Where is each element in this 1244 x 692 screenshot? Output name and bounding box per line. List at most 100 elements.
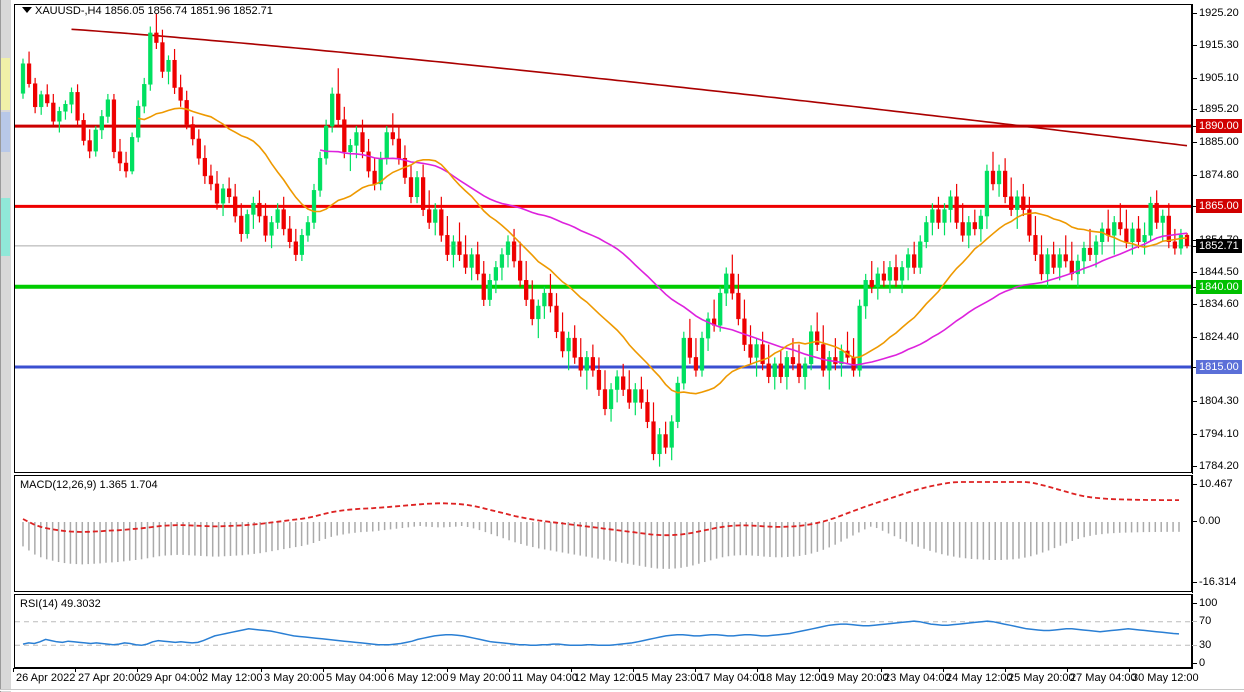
candle-body bbox=[117, 151, 123, 164]
candle-body bbox=[493, 267, 499, 281]
time-axis-separator bbox=[261, 668, 262, 672]
candle-body bbox=[348, 145, 353, 153]
candle-body bbox=[1009, 196, 1014, 210]
candle-body bbox=[63, 103, 68, 112]
rsi-scale-tick bbox=[1192, 603, 1197, 604]
candle-body bbox=[1178, 235, 1184, 249]
time-axis-separator bbox=[447, 668, 448, 672]
candle-body bbox=[1081, 247, 1087, 262]
candle-body bbox=[142, 84, 147, 107]
scale-tick bbox=[1192, 246, 1197, 247]
candle-body bbox=[718, 292, 723, 326]
candle-body bbox=[827, 357, 832, 371]
time-axis-rule bbox=[14, 668, 1192, 669]
candle-body bbox=[590, 357, 596, 371]
time-axis-label-18: 30 May 12:00 bbox=[1132, 672, 1199, 684]
candle-body bbox=[354, 132, 359, 146]
candle-body bbox=[608, 389, 614, 410]
candle-body bbox=[408, 177, 414, 198]
scale-tick bbox=[1192, 206, 1197, 207]
scale-tick bbox=[1192, 175, 1197, 176]
candle-body bbox=[1075, 260, 1081, 275]
time-axis-label-14: 23 May 04:00 bbox=[884, 672, 951, 684]
macd-panel[interactable] bbox=[14, 475, 1192, 592]
candle-body bbox=[996, 170, 1002, 185]
nav-strip-segment-0[interactable] bbox=[1, 58, 10, 110]
time-axis-label-7: 9 May 20:00 bbox=[450, 672, 511, 684]
candle-body bbox=[1148, 202, 1153, 236]
time-axis-label-16: 25 May 20:00 bbox=[1008, 672, 1075, 684]
candle-body bbox=[336, 93, 341, 120]
chart-navigator-strip[interactable] bbox=[0, 0, 12, 692]
candle-body bbox=[208, 175, 214, 185]
candle-body bbox=[621, 376, 626, 390]
macd-canvas bbox=[15, 476, 1191, 591]
rsi-scale-tick bbox=[1192, 645, 1197, 646]
time-axis-separator bbox=[1005, 668, 1006, 672]
candle-body bbox=[172, 59, 177, 88]
scale-tick bbox=[1192, 367, 1197, 368]
price-label-1804.30: 1804.30 bbox=[1199, 395, 1239, 407]
time-axis-label-0: 26 Apr 2022 bbox=[16, 672, 76, 684]
candle-body bbox=[1172, 241, 1178, 249]
candle-body bbox=[639, 389, 644, 403]
candle-body bbox=[905, 254, 911, 268]
price-scale[interactable]: 1925.20 1915.30 1905.10 1895.20 1890.00 1885.… bbox=[1192, 0, 1244, 692]
candle-body bbox=[954, 196, 959, 223]
price-badge-1852.71: 1852.71 bbox=[1196, 239, 1242, 253]
candle-body bbox=[948, 196, 953, 210]
candle-body bbox=[875, 273, 880, 287]
candle-body bbox=[651, 421, 656, 455]
nav-strip-segment-1[interactable] bbox=[1, 112, 10, 152]
candle-body bbox=[936, 209, 941, 223]
candle-body bbox=[487, 280, 492, 300]
window-bottom-edge bbox=[0, 689, 1244, 691]
scale-tick bbox=[1192, 337, 1197, 338]
candle-body bbox=[772, 363, 777, 377]
candle-body bbox=[136, 105, 141, 138]
candle-body bbox=[724, 273, 729, 294]
price-badge-1865.00: 1865.00 bbox=[1196, 199, 1242, 213]
candle-body bbox=[372, 170, 377, 185]
rsi-scale-label-100: 100 bbox=[1199, 597, 1218, 609]
time-axis-separator bbox=[323, 668, 324, 672]
price-label-1885.00: 1885.00 bbox=[1199, 136, 1239, 148]
time-axis-label-6: 6 May 12:00 bbox=[388, 672, 449, 684]
candle-body bbox=[1093, 241, 1099, 255]
candle-body bbox=[1124, 228, 1129, 242]
price-badge-1890.00: 1890.00 bbox=[1196, 119, 1242, 133]
candle-body bbox=[32, 83, 38, 108]
candle-body bbox=[596, 370, 602, 390]
time-axis-label-4: 3 May 20:00 bbox=[264, 672, 325, 684]
candle-body bbox=[524, 280, 529, 300]
candle-body bbox=[1136, 228, 1141, 242]
candle-body bbox=[251, 202, 256, 215]
candle-body bbox=[196, 138, 201, 159]
candle-body bbox=[214, 183, 220, 204]
candle-body bbox=[857, 305, 862, 371]
price-label-1915.30: 1915.30 bbox=[1199, 39, 1239, 51]
triangle-down-icon[interactable] bbox=[22, 7, 32, 13]
candle-body bbox=[1021, 196, 1026, 210]
time-axis-separator bbox=[1067, 668, 1068, 672]
rsi-scale-tick bbox=[1192, 663, 1197, 664]
candle-body bbox=[202, 157, 208, 177]
candle-body bbox=[1002, 170, 1008, 198]
candle-body bbox=[342, 119, 347, 153]
macd-panel-legend: MACD(12,26,9) 1.365 1.704 bbox=[20, 479, 158, 491]
candle-body bbox=[699, 337, 705, 371]
candle-body bbox=[226, 188, 232, 198]
candle-body bbox=[457, 241, 462, 255]
rsi-panel[interactable] bbox=[14, 594, 1192, 668]
price-chart-panel[interactable] bbox=[14, 4, 1192, 473]
candle-body bbox=[784, 357, 790, 377]
nav-strip-segment-3[interactable] bbox=[1, 198, 10, 256]
time-axis[interactable]: 26 Apr 2022 27 Apr 20:00 29 Apr 04:00 2 May… bbox=[13, 668, 1199, 690]
nav-strip-segment-2[interactable] bbox=[1, 152, 10, 198]
time-axis-label-11: 17 May 04:00 bbox=[698, 672, 765, 684]
candle-body bbox=[220, 188, 226, 204]
candle-body bbox=[105, 99, 111, 117]
candle-body bbox=[123, 162, 129, 172]
candle-body bbox=[790, 357, 796, 365]
candle-body bbox=[663, 434, 668, 448]
